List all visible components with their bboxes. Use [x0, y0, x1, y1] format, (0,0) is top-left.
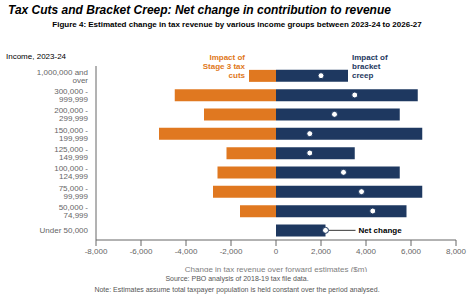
svg-text:Under 50,000: Under 50,000 [40, 226, 89, 235]
svg-text:75,000 -99,999: 75,000 -99,999 [59, 184, 89, 201]
svg-text:Impact ofStage 3 taxcuts: Impact ofStage 3 taxcuts [203, 53, 246, 80]
svg-text:200,000 -299,999: 200,000 -299,999 [54, 106, 88, 123]
svg-text:2,000: 2,000 [311, 247, 332, 256]
svg-text:125,000 -149,999: 125,000 -149,999 [54, 145, 88, 162]
svg-text:0: 0 [274, 247, 279, 256]
svg-text:-8,000: -8,000 [85, 247, 108, 256]
svg-text:300,000 -999,999: 300,000 -999,999 [54, 87, 88, 104]
html-text:Figure 4: Estimated change in: Figure 4: Estimated change in tax revenu… [52, 20, 422, 29]
svg-text:Change in tax revenue over for: Change in tax revenue over forward estim… [185, 265, 368, 272]
svg-text:-6,000: -6,000 [130, 247, 153, 256]
svg-text:8,000: 8,000 [446, 247, 466, 256]
svg-text:Impact ofbracketcreep: Impact ofbracketcreep [352, 53, 388, 80]
svg-text:50,000 -74,999: 50,000 -74,999 [59, 203, 89, 220]
html-text:Tax Cuts and Bracket Creep: Ne: Tax Cuts and Bracket Creep: Net change i… [8, 3, 391, 17]
svg-text:1,000,000 andover: 1,000,000 andover [37, 68, 89, 85]
svg-text:Net change: Net change [359, 226, 403, 235]
svg-text:4,000: 4,000 [356, 247, 377, 256]
html-text:Note: Estimates assume total t: Note: Estimates assume total taxpayer po… [94, 286, 380, 293]
svg-text:100,000 -124,999: 100,000 -124,999 [54, 164, 88, 181]
html-text:Income, 2023-24: Income, 2023-24 [6, 52, 66, 61]
svg-text:-4,000: -4,000 [175, 247, 198, 256]
svg-text:6,000: 6,000 [401, 247, 422, 256]
svg-text:150,000 -199,999: 150,000 -199,999 [54, 126, 88, 143]
svg-text:-2,000: -2,000 [220, 247, 243, 256]
html-text:Source: PBO analysis of 2018-1: Source: PBO analysis of 2018-19 tax file… [165, 275, 309, 282]
